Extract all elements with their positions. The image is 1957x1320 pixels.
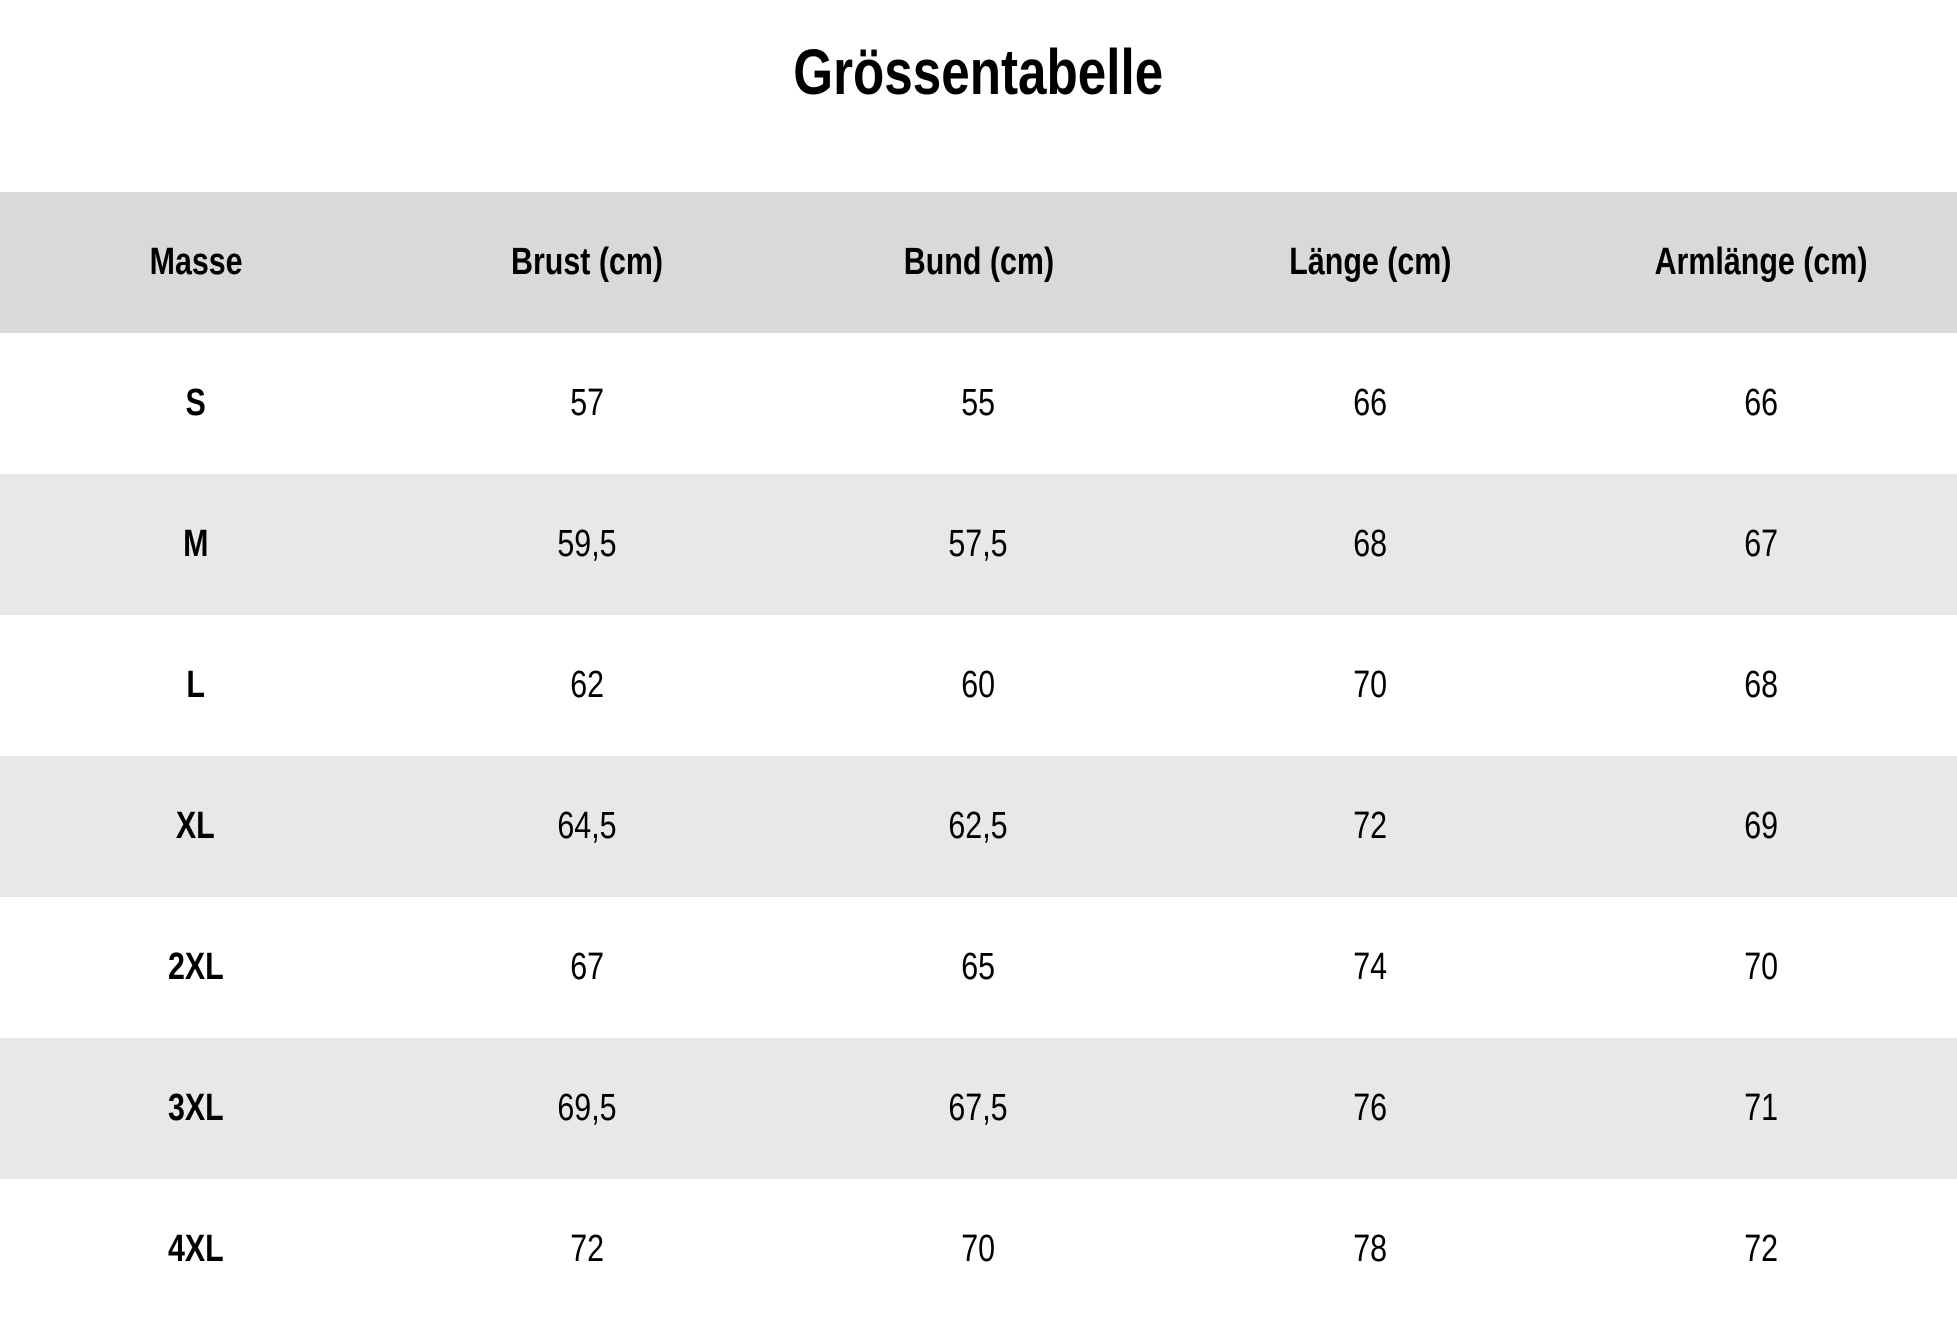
value-cell: 57,5	[783, 474, 1174, 615]
value-text: 55	[961, 382, 996, 424]
value-text: 78	[1352, 1228, 1387, 1270]
value-cell: 67,5	[783, 1038, 1174, 1179]
value-text: 62,5	[948, 805, 1009, 847]
value-text: 57,5	[948, 523, 1009, 565]
column-header-label: Bund (cm)	[903, 241, 1054, 283]
value-text: 69	[1744, 805, 1779, 847]
value-cell: 70	[1566, 897, 1957, 1038]
table-row: M 59,5 57,5 68 67	[0, 474, 1957, 615]
page-title: Grössentabelle	[747, 0, 1209, 122]
value-cell: 68	[1174, 474, 1565, 615]
size-cell: L	[0, 615, 391, 756]
column-header-label: Brust (cm)	[511, 241, 664, 283]
value-text: 76	[1352, 1087, 1387, 1129]
size-label: 3XL	[167, 1087, 224, 1129]
table-row: 3XL 69,5 67,5 76 71	[0, 1038, 1957, 1179]
value-cell: 59,5	[391, 474, 782, 615]
column-header: Bund (cm)	[782, 192, 1175, 333]
value-text: 66	[1352, 382, 1387, 424]
size-cell: 2XL	[0, 897, 391, 1038]
value-text: 66	[1744, 382, 1779, 424]
value-text: 67,5	[948, 1087, 1009, 1129]
size-label: XL	[176, 805, 216, 847]
value-cell: 74	[1174, 897, 1565, 1038]
value-text: 64,5	[557, 805, 617, 847]
size-label: L	[186, 664, 205, 706]
page-title-text: Grössentabelle	[793, 36, 1164, 108]
value-cell: 55	[783, 333, 1174, 474]
value-cell: 72	[1566, 1179, 1957, 1320]
value-text: 59,5	[557, 523, 617, 565]
value-text: 67	[570, 946, 604, 988]
size-table: Masse Brust (cm) Bund (cm) Länge (cm) Armlän…	[0, 192, 1957, 1320]
value-cell: 62	[391, 615, 782, 756]
value-text: 72	[1352, 805, 1387, 847]
value-text: 70	[961, 1228, 996, 1270]
table-row: 2XL 67 65 74 70	[0, 897, 1957, 1038]
value-cell: 78	[1174, 1179, 1565, 1320]
column-header-label: Länge (cm)	[1288, 241, 1451, 283]
value-cell: 66	[1174, 333, 1565, 474]
value-text: 62	[570, 664, 604, 706]
value-text: 60	[961, 664, 996, 706]
value-cell: 60	[783, 615, 1174, 756]
size-cell: S	[0, 333, 391, 474]
value-cell: 71	[1566, 1038, 1957, 1179]
size-table-head: Masse Brust (cm) Bund (cm) Länge (cm) Armlän…	[0, 192, 1957, 333]
value-cell: 70	[1174, 615, 1565, 756]
size-label: M	[183, 523, 209, 565]
value-text: 65	[961, 946, 996, 988]
column-header: Länge (cm)	[1174, 192, 1566, 333]
value-cell: 68	[1566, 615, 1957, 756]
value-cell: 66	[1566, 333, 1957, 474]
size-cell: 3XL	[0, 1038, 391, 1179]
value-cell: 67	[391, 897, 782, 1038]
value-text: 70	[1352, 664, 1387, 706]
column-header-label: Masse	[149, 241, 243, 283]
column-header: Masse	[0, 192, 392, 333]
size-label: 4XL	[167, 1228, 224, 1270]
value-cell: 67	[1566, 474, 1957, 615]
column-header-label: Armlänge (cm)	[1654, 241, 1868, 283]
value-text: 69,5	[557, 1087, 617, 1129]
value-cell: 76	[1174, 1038, 1565, 1179]
value-cell: 72	[391, 1179, 782, 1320]
title-bar: Grössentabelle	[0, 0, 1957, 192]
value-cell: 57	[391, 333, 782, 474]
size-cell: 4XL	[0, 1179, 391, 1320]
value-text: 71	[1744, 1087, 1779, 1129]
value-cell: 65	[783, 897, 1174, 1038]
size-label: 2XL	[167, 946, 224, 988]
value-cell: 62,5	[783, 756, 1174, 897]
value-cell: 70	[783, 1179, 1174, 1320]
size-cell: M	[0, 474, 391, 615]
column-header: Brust (cm)	[391, 192, 783, 333]
header-row: Masse Brust (cm) Bund (cm) Länge (cm) Armlän…	[0, 192, 1957, 333]
size-cell: XL	[0, 756, 391, 897]
column-header: Armlänge (cm)	[1565, 192, 1957, 333]
table-row: L 62 60 70 68	[0, 615, 1957, 756]
value-text: 57	[570, 382, 604, 424]
value-cell: 64,5	[391, 756, 782, 897]
value-text: 74	[1352, 946, 1387, 988]
value-cell: 69	[1566, 756, 1957, 897]
table-row: XL 64,5 62,5 72 69	[0, 756, 1957, 897]
value-cell: 69,5	[391, 1038, 782, 1179]
value-cell: 72	[1174, 756, 1565, 897]
value-text: 72	[1744, 1228, 1779, 1270]
table-row: 4XL 72 70 78 72	[0, 1179, 1957, 1320]
value-text: 72	[570, 1228, 604, 1270]
size-table-body: S 57 55 66 66 M 59,5 57,5 68 67 L 62 60 70 68 XL 64,5 62,…	[0, 333, 1957, 1320]
value-text: 67	[1744, 523, 1779, 565]
value-text: 68	[1744, 664, 1779, 706]
table-row: S 57 55 66 66	[0, 333, 1957, 474]
value-text: 68	[1352, 523, 1387, 565]
size-label: S	[185, 382, 206, 424]
value-text: 70	[1744, 946, 1779, 988]
